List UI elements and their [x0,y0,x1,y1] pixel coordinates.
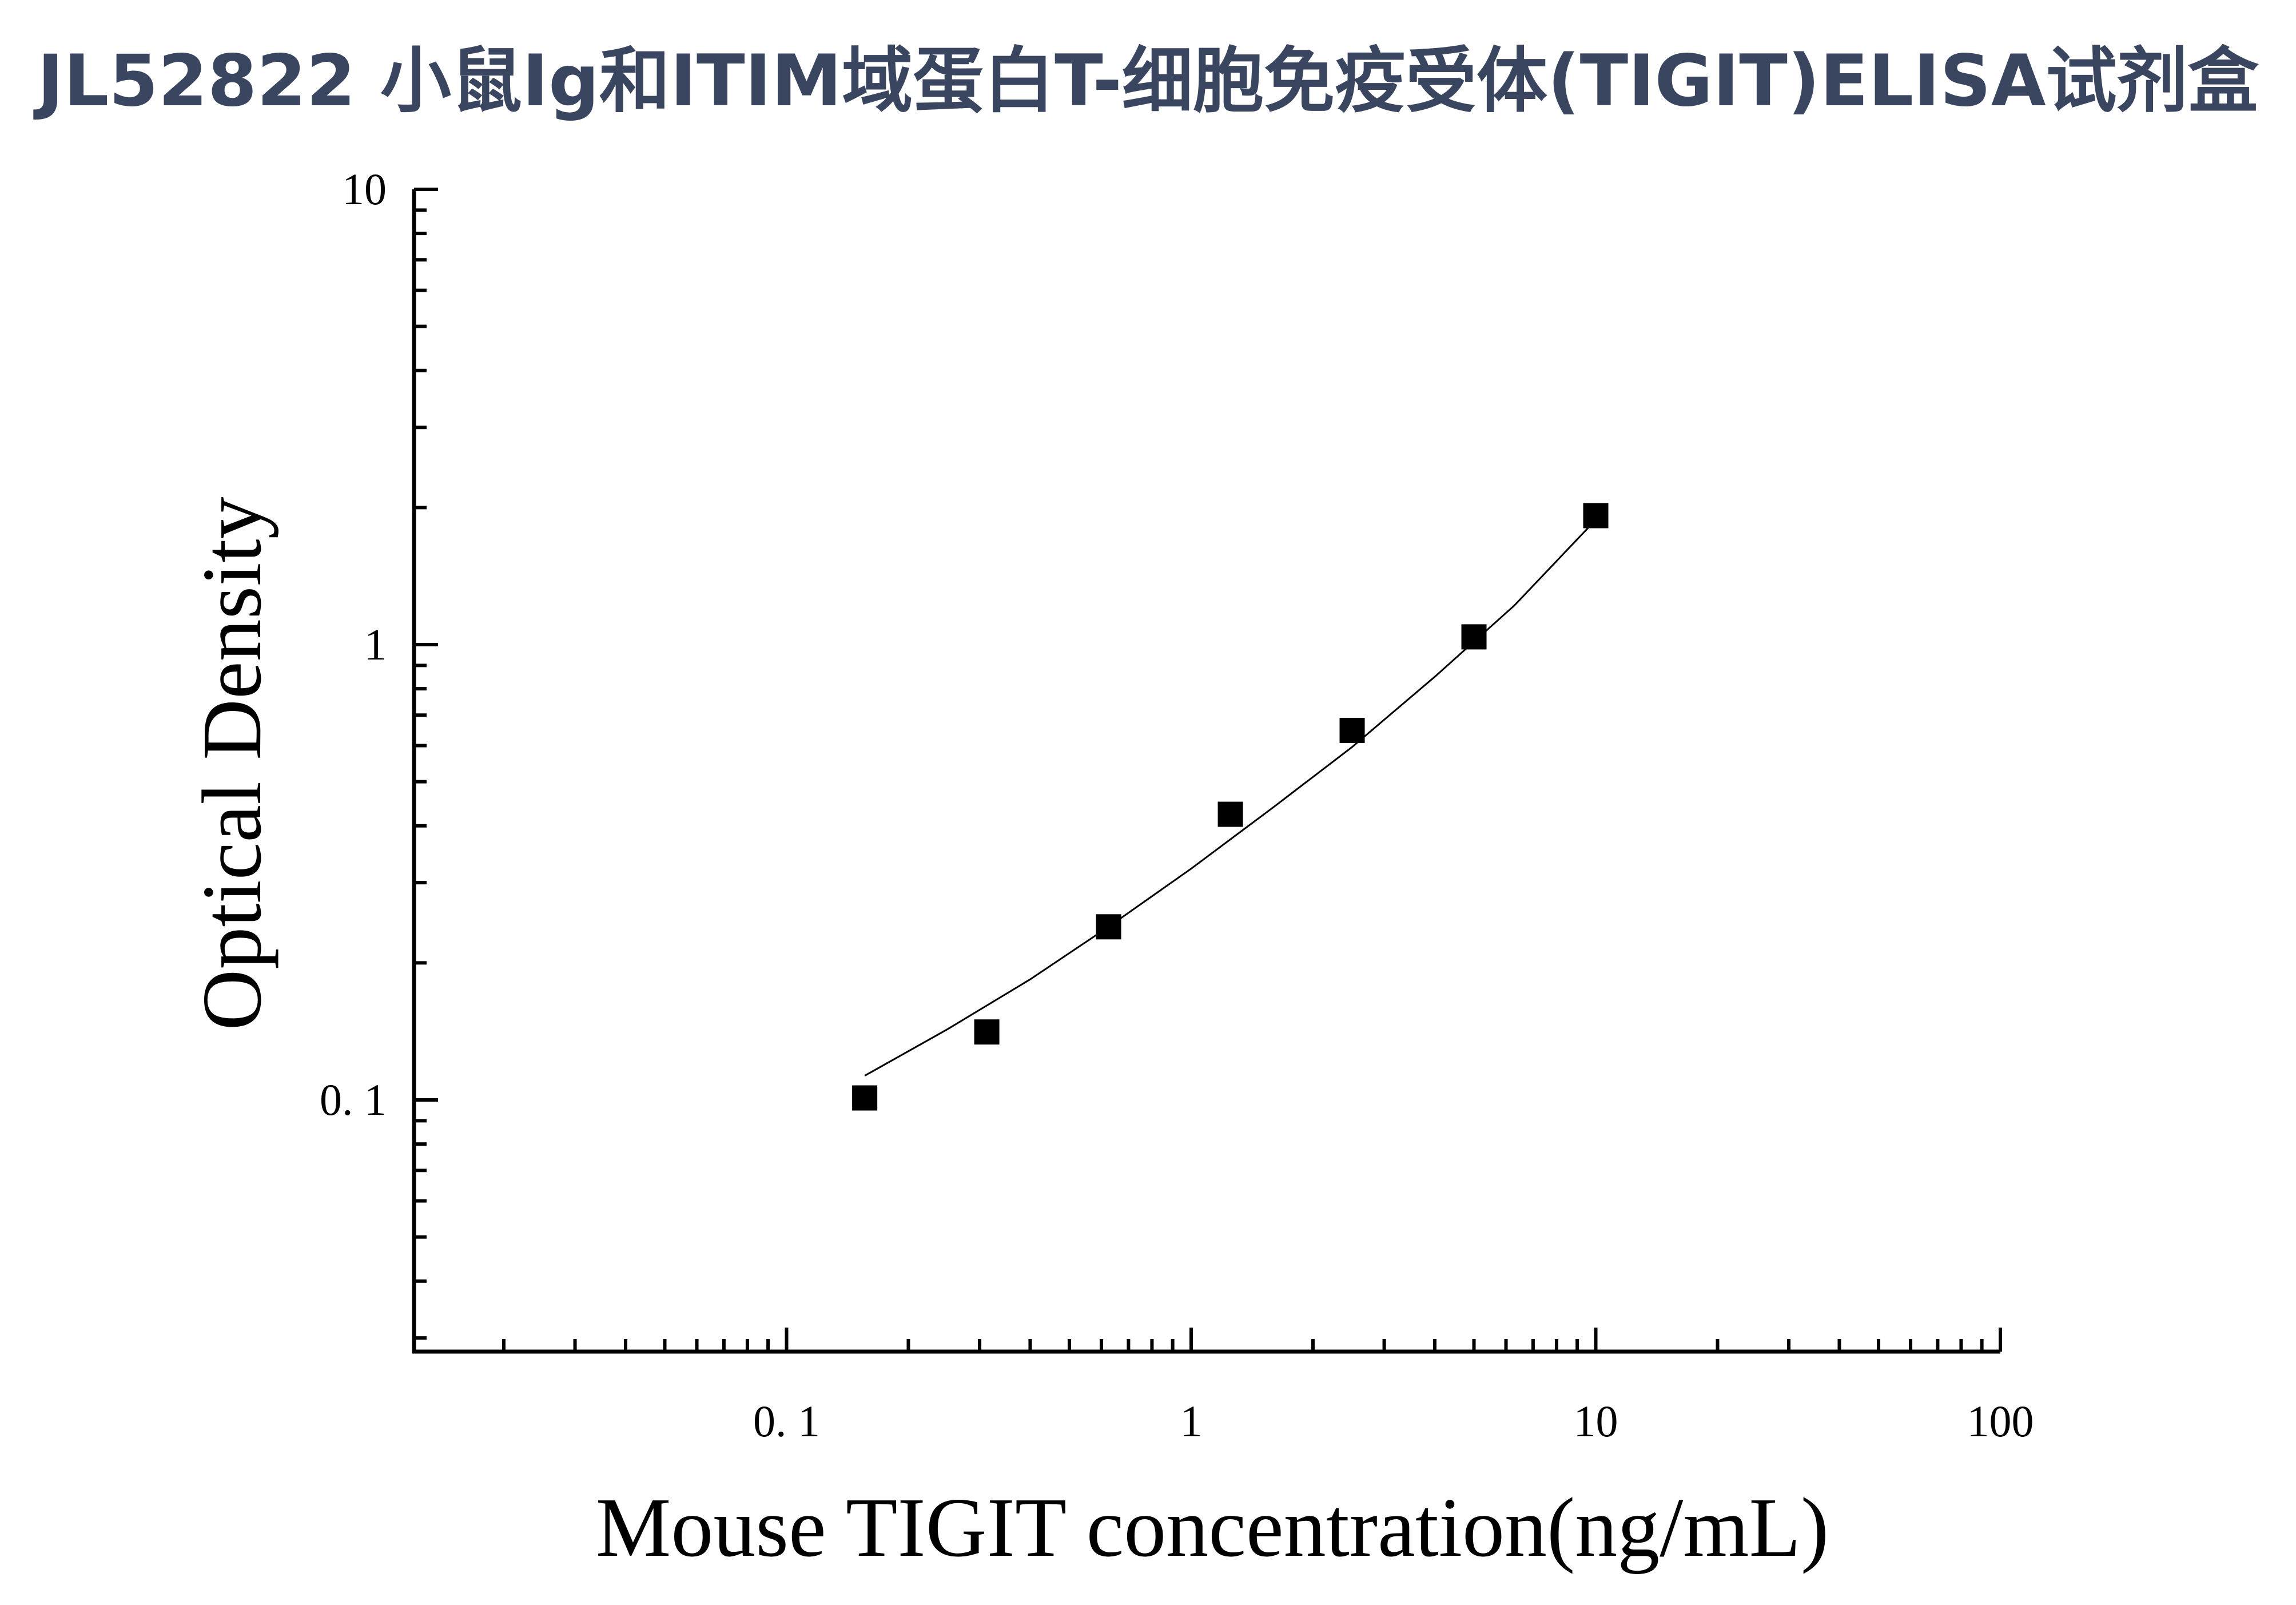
y-axis-title: Optical Density [185,496,279,1030]
y-tick-label: 1 [364,619,387,669]
data-point [1339,717,1365,743]
data-point [974,1019,1000,1045]
data-point [1217,801,1243,827]
data-point [852,1085,878,1111]
data-point [1096,914,1121,940]
x-tick-label: 0. 1 [753,1396,820,1446]
plot-area: 0. 1 1 10 100 0. 1 1 10 [320,164,2034,1446]
x-tick-label: 10 [1573,1396,1618,1446]
data-point [1461,624,1487,650]
data-point [1583,503,1609,529]
fit-curve [864,519,1597,1077]
y-tick-label: 10 [342,164,387,214]
x-axis-title: Mouse TIGIT concentration(ng/mL) [596,1481,1829,1575]
x-tick-label: 100 [1967,1396,2034,1446]
x-tick-label: 1 [1180,1396,1202,1446]
chart-title: JL52822 小鼠Ig和ITIM域蛋白T-细胞免疫受体(TIGIT)ELISA… [37,40,2259,122]
y-tick-label: 0. 1 [320,1075,387,1125]
